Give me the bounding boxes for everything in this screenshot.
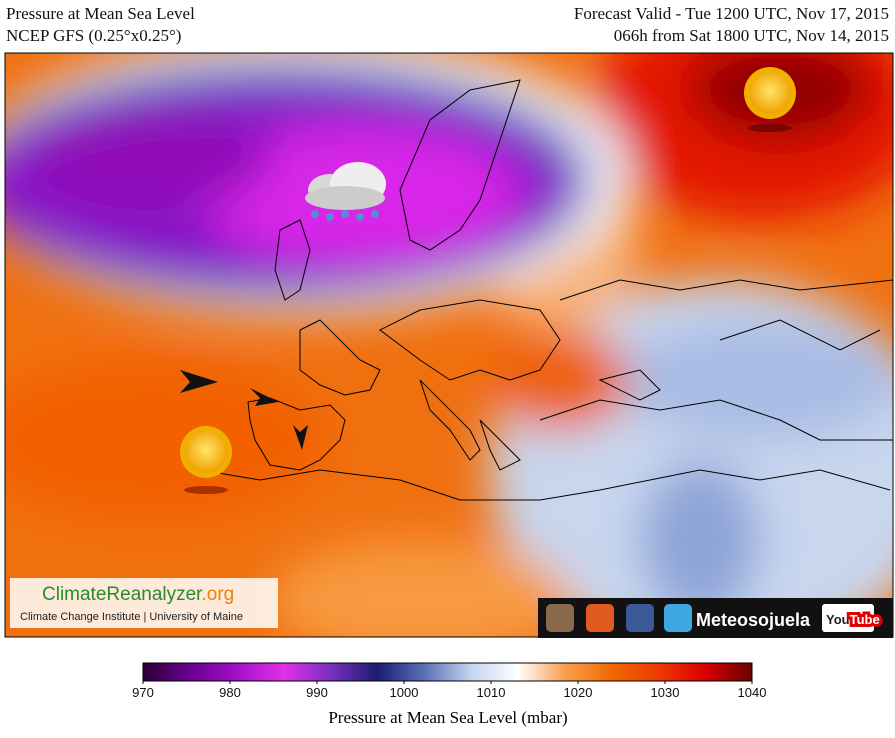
youtube-a: You [826,612,850,627]
wind-arrows [180,370,308,450]
youtube-b: Tube [850,612,880,627]
colorbar-label: Pressure at Mean Sea Level (mbar) [328,708,567,727]
colorbar-ramp [142,662,753,682]
brand: Meteosojuela [696,610,811,630]
map-frame [4,52,894,638]
social-bar: Meteosojuela YouTube [538,598,893,638]
affiliation: Climate Change Institute | University of… [20,611,243,623]
colorbar-tick-label: 970 [132,685,154,700]
colorbar-tick-label: 1010 [477,685,506,700]
site-name: ClimateReanalyzer [42,584,203,605]
colorbar: Pressure at Mean Sea Level (mbar) 970 980… [132,662,767,727]
pressure-field [5,53,893,637]
colorbar-tick-label: 1040 [738,685,767,700]
colorbar-tick-label: 1000 [390,685,419,700]
watermark-site: ClimateReanalyzer.org [42,584,234,605]
coastlines [199,79,893,501]
colorbar-tick-label: 1030 [651,685,680,700]
colorbar-tick-label: 990 [306,685,328,700]
watermark: ClimateReanalyzer.org Climate Change Ins… [10,578,278,628]
site-tld: .org [201,584,234,605]
youtube-logo: YouTube [826,612,880,627]
subtitle-right: 066h from Sat 1800 UTC, Nov 14, 2015 [613,26,889,45]
title-right: Forecast Valid - Tue 1200 UTC, Nov 17, 2… [573,4,889,23]
sun-icon [180,426,232,494]
sun-icon [744,67,796,132]
rain-cloud-icon [305,162,386,221]
colorbar-tick-label: 980 [219,685,241,700]
subtitle-left: NCEP GFS (0.25°x0.25°) [6,26,182,45]
colorbar-tick-label: 1020 [564,685,593,700]
title-left: Pressure at Mean Sea Level [6,4,195,23]
